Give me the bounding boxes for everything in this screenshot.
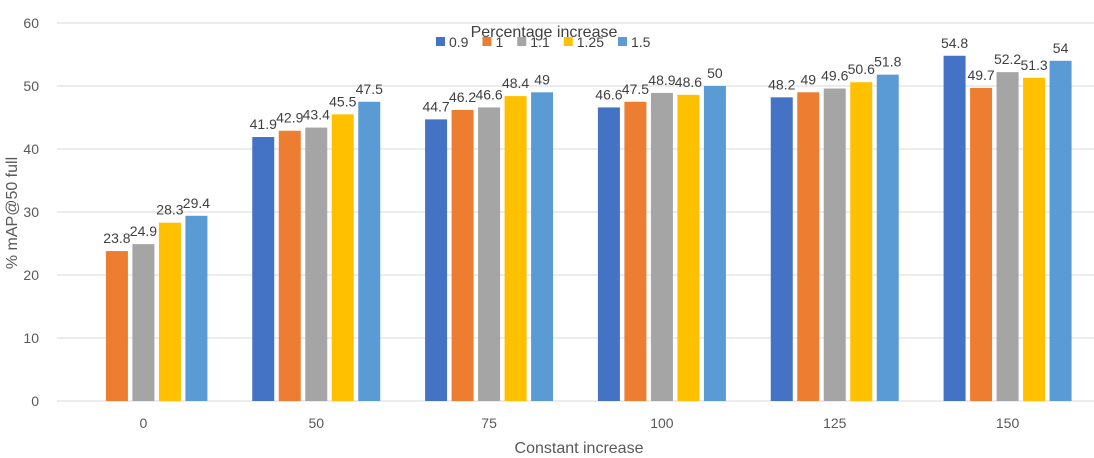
legend-item: 0.9 <box>436 34 469 50</box>
data-label: 46.6 <box>475 86 502 102</box>
data-label: 51.3 <box>1020 57 1047 73</box>
bar <box>132 244 155 401</box>
data-label: 29.4 <box>183 195 210 211</box>
data-label: 46.2 <box>449 89 476 105</box>
bar <box>850 82 873 401</box>
x-axis-title: Constant increase <box>515 440 644 457</box>
legend-items: 0.9 1 1.1 1.25 1.5 <box>436 34 651 50</box>
y-tick-label: 20 <box>23 267 39 283</box>
y-tick-label: 50 <box>23 78 39 94</box>
data-label: 49.6 <box>821 68 848 84</box>
bar <box>677 94 700 401</box>
legend-title: Percentage increase <box>471 24 618 41</box>
x-tick-label: 150 <box>996 415 1020 431</box>
bar <box>650 92 673 402</box>
legend-item: 1 <box>482 34 503 50</box>
data-label: 42.9 <box>276 110 303 126</box>
data-label: 46.6 <box>595 86 622 102</box>
x-axis-ticks: 0 50 75 100 125 150 <box>140 415 1020 431</box>
data-label: 41.9 <box>250 116 277 132</box>
data-label: 50 <box>707 65 723 81</box>
legend-swatch <box>617 37 627 46</box>
bar <box>624 101 647 401</box>
y-axis-ticks: 0 10 20 30 40 50 60 <box>23 15 39 409</box>
bar <box>358 101 381 401</box>
data-label: 52.2 <box>994 51 1021 67</box>
data-label: 54.8 <box>941 35 968 51</box>
bar <box>278 130 301 402</box>
bar <box>703 86 726 401</box>
data-label: 28.3 <box>156 202 183 218</box>
bar <box>105 251 128 401</box>
data-label: 48.4 <box>502 75 529 91</box>
bar <box>252 137 275 401</box>
x-tick-label: 0 <box>140 415 148 431</box>
data-label: 51.8 <box>874 54 901 70</box>
y-tick-label: 30 <box>23 204 39 220</box>
bar <box>876 74 899 401</box>
legend-label: 1.1 <box>530 34 550 50</box>
data-label: 49 <box>534 71 550 87</box>
gridlines <box>57 22 1094 402</box>
data-label: 45.5 <box>329 93 356 109</box>
bar <box>943 55 966 401</box>
data-label: 49 <box>800 71 816 87</box>
x-tick-label: 125 <box>823 415 847 431</box>
bar <box>597 107 620 402</box>
bar <box>797 92 820 402</box>
bar <box>970 87 993 401</box>
data-label: 44.7 <box>422 98 449 114</box>
bar <box>823 88 846 402</box>
data-label: 47.5 <box>622 81 649 97</box>
data-label: 50.6 <box>848 61 875 77</box>
data-label: 48.9 <box>648 72 675 88</box>
legend-label: 0.9 <box>449 34 469 50</box>
data-label: 47.5 <box>356 81 383 97</box>
x-tick-label: 50 <box>308 415 324 431</box>
data-label: 43.4 <box>303 107 330 123</box>
x-tick-label: 75 <box>481 415 497 431</box>
bar <box>478 107 501 402</box>
y-tick-label: 0 <box>31 393 39 409</box>
bar <box>425 119 448 401</box>
bar <box>158 222 181 401</box>
data-label: 54 <box>1053 40 1069 56</box>
y-tick-label: 40 <box>23 141 39 157</box>
x-tick-label: 100 <box>650 415 674 431</box>
legend-label: 1 <box>495 34 503 50</box>
bar <box>185 215 208 401</box>
legend-item: 1.1 <box>517 34 550 50</box>
bar <box>531 92 554 402</box>
bar <box>1049 60 1072 402</box>
bar <box>451 109 474 401</box>
legend-item: 1.5 <box>617 34 651 50</box>
legend-swatch <box>436 37 445 46</box>
legend-swatch <box>563 37 573 46</box>
bar <box>1023 77 1046 401</box>
data-label: 24.9 <box>130 223 157 239</box>
legend-label: 1.25 <box>577 34 604 50</box>
data-label: 23.8 <box>103 230 130 246</box>
legend: Percentage increase 0.9 1 1.1 1.25 1.5 <box>436 24 651 50</box>
bar <box>331 114 354 401</box>
data-label: 49.7 <box>967 67 994 83</box>
legend-swatch <box>517 37 527 46</box>
legend-item: 1.25 <box>563 34 604 50</box>
bar <box>305 127 328 401</box>
data-label: 48.2 <box>768 76 795 92</box>
y-axis-title: % mAP@50 full <box>4 157 21 269</box>
data-label: 48.6 <box>675 74 702 90</box>
bar <box>770 97 793 401</box>
y-tick-label: 60 <box>23 15 39 31</box>
y-tick-label: 10 <box>23 330 39 346</box>
legend-swatch <box>482 37 492 46</box>
legend-label: 1.5 <box>631 34 651 50</box>
bar <box>504 96 527 401</box>
bars <box>105 55 1072 402</box>
bar <box>996 72 1019 401</box>
data-labels: 23.8 24.928.3 29.441.9 42.9 43.445.547.544.7… <box>103 35 1068 246</box>
